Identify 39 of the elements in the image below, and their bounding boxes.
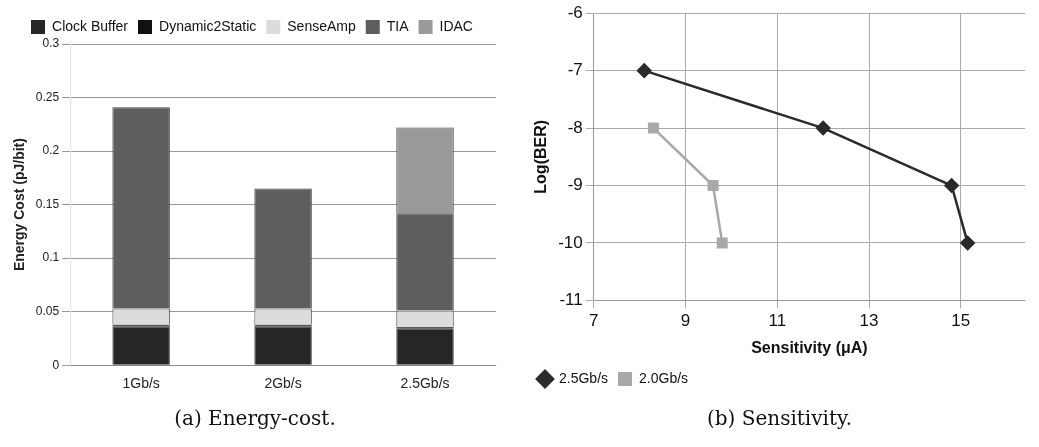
point	[647, 122, 659, 134]
y-tick-label: 0.1	[42, 250, 60, 265]
x-tick-label: 7	[589, 311, 599, 331]
legend-label: 2.0Gb/s	[639, 369, 689, 386]
y-tick-label: 0.2	[42, 143, 60, 158]
y-axis-title: Energy Cost (pJ/bit)	[11, 138, 28, 272]
x-tick-label: 2.5Gb/s	[400, 375, 450, 392]
text: (b) Sensitivity.	[706, 406, 853, 430]
point	[960, 235, 975, 251]
x-tick-label: 9	[680, 311, 691, 331]
y-tick-label: -8	[567, 117, 583, 137]
x-tick-label: 11	[768, 311, 787, 331]
point	[815, 120, 831, 136]
y-tick-label: 0.05	[35, 303, 60, 318]
y-tick-label: -7	[567, 60, 583, 80]
y-tick-label: -11	[559, 290, 583, 310]
legend-label: Clock Buffer	[52, 17, 129, 34]
x-axis-title: Sensitivity (μA)	[751, 338, 868, 356]
text: (a) Energy-cost.	[173, 406, 337, 430]
y-tick-label: 0.15	[35, 196, 60, 211]
x-tick-label: 13	[859, 311, 879, 331]
y-tick-label: -10	[558, 232, 583, 252]
legend-label: SenseAmp	[287, 17, 356, 34]
y-tick-label: 0.25	[35, 89, 60, 104]
y-axis-title: Log(BER)	[532, 119, 550, 194]
legend-label: Dynamic2Static	[159, 17, 257, 34]
y-tick-label: -6	[567, 2, 583, 22]
point	[716, 237, 728, 249]
point	[707, 180, 719, 192]
point	[636, 63, 652, 78]
y-tick-label: -9	[567, 175, 583, 195]
point	[944, 178, 959, 193]
y-tick-label: 0.3	[42, 36, 60, 51]
x-tick-label: 1Gb/s	[122, 375, 160, 392]
x-tick-label: 2Gb/s	[264, 375, 302, 392]
legend-label: TIA	[386, 17, 410, 34]
y-tick-label: 0	[52, 357, 60, 372]
x-tick-label: 15	[951, 311, 971, 331]
legend-label: IDAC	[439, 17, 473, 34]
